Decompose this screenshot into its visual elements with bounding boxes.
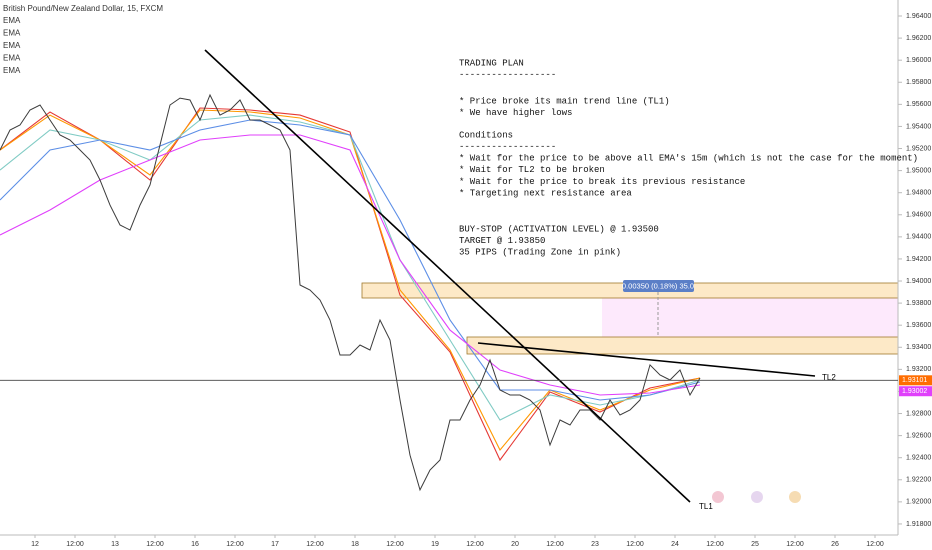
y-tick-label: 1.96000 [906,57,931,64]
x-tick-label: 12:00 [66,541,84,548]
legend-entry: EMA [3,54,21,63]
y-tick-label: 1.93600 [906,322,931,329]
y-tick-label: 1.95800 [906,79,931,86]
price-line [0,93,701,492]
y-tick-label: 1.92600 [906,432,931,439]
y-tick-label: 1.94600 [906,212,931,219]
plan-line: * Wait for the price to be above all EMA… [459,154,918,164]
x-tick-label: 12:00 [466,541,484,548]
plan-line: TARGET @ 1.93850 [459,236,545,246]
plan-line: TRADING PLAN [459,58,524,68]
legend-entry: EMA [3,16,21,25]
last-price-tag [899,375,932,386]
x-tick-label: 26 [831,541,839,548]
ema-price-label: 1.93002 [902,388,927,395]
chart-title: British Pound/New Zealand Dollar, 15, FX… [3,4,163,13]
x-tick-label: 13 [111,541,119,548]
x-tick-label: 25 [751,541,759,548]
x-tick-label: 12:00 [226,541,244,548]
x-tick-label: 19 [431,541,439,548]
x-tick-label: 12 [31,541,39,548]
x-tick-label: 23 [591,541,599,548]
trend-label: TL2 [822,373,836,382]
event-icon[interactable] [751,491,763,503]
y-tick-label: 1.94000 [906,278,931,285]
x-tick-label: 12:00 [786,541,804,548]
y-tick-label: 1.92000 [906,499,931,506]
plan-line: 35 PIPS (Trading Zone in pink) [459,248,621,258]
plan-line: ------------------ [459,70,556,80]
last-price-label: 1.93101 [902,377,927,384]
x-tick-label: 12:00 [706,541,724,548]
measure-box [623,280,694,292]
measure-label: 0.00350 (0.18%) 35.0 [622,281,694,290]
legend-entry: EMA [3,41,21,50]
ema-line [0,134,701,396]
legend-entry: EMA [3,29,21,38]
plan-line: * Price broke its main trend line (TL1) [459,96,670,106]
plan-line: Conditions [459,130,513,140]
y-tick-label: 1.92200 [906,477,931,484]
y-tick-label: 1.92400 [906,455,931,462]
x-tick-label: 20 [511,541,519,548]
y-tick-label: 1.93800 [906,300,931,307]
plan-line: ------------------ [459,142,556,152]
plan-line: * Wait for TL2 to be broken [459,165,605,175]
ema-line [0,119,701,401]
y-tick-label: 1.91800 [906,521,931,528]
y-tick-label: 1.95400 [906,123,931,130]
resistance-box [466,336,899,355]
x-tick-label: 18 [351,541,359,548]
x-tick-label: 12:00 [866,541,884,548]
y-tick-label: 1.94800 [906,190,931,197]
y-tick-label: 1.96200 [906,35,931,42]
y-tick-label: 1.92800 [906,410,931,417]
x-tick-label: 12:00 [626,541,644,548]
x-tick-label: 12:00 [546,541,564,548]
y-tick-label: 1.95600 [906,101,931,108]
trading-zone [602,298,898,337]
y-tick-label: 1.96400 [906,13,931,20]
x-tick-label: 12:00 [306,541,324,548]
x-tick-label: 12:00 [386,541,404,548]
ema-line [0,107,701,462]
plan-line: * We have higher lows [459,108,572,118]
plan-line: * Targeting next resistance area [459,188,632,198]
x-tick-label: 17 [271,541,279,548]
y-tick-label: 1.95000 [906,167,931,174]
y-tick-label: 1.94200 [906,256,931,263]
ema-price-tag [899,386,932,397]
x-tick-label: 24 [671,541,679,548]
y-tick-label: 1.93200 [906,366,931,373]
y-tick-label: 1.94400 [906,234,931,241]
plan-line: * Wait for the price to break its previo… [459,177,745,187]
y-tick-label: 1.93400 [906,344,931,351]
trend-line [204,49,691,503]
x-tick-label: 12:00 [146,541,164,548]
plan-line: BUY-STOP (ACTIVATION LEVEL) @ 1.93500 [459,224,659,234]
event-icon[interactable] [712,491,724,503]
y-tick-label: 1.95200 [906,145,931,152]
event-icon[interactable] [789,491,801,503]
trend-label: TL1 [699,502,713,511]
x-tick-label: 16 [191,541,199,548]
trend-line [477,342,816,377]
legend-entry: EMA [3,66,21,75]
